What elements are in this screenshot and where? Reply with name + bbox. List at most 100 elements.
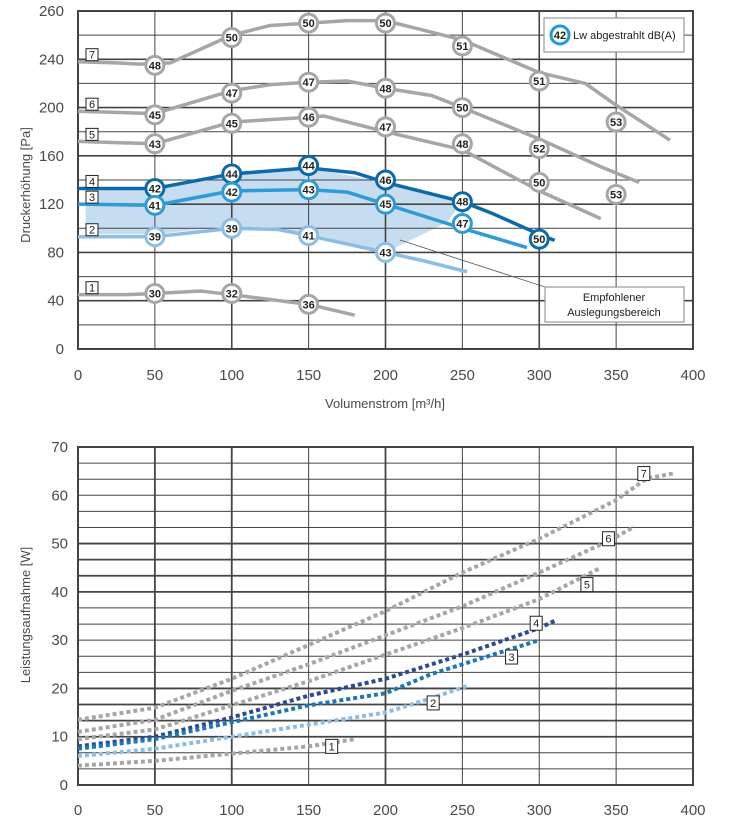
power-chart: 7 6 5 4 3 2 1 0 10 20 30 40 50 60 70 0 50 100 150 200 250 3… <box>18 439 706 819</box>
sound-level-marker <box>605 183 627 205</box>
sound-level-marker <box>375 169 396 191</box>
x-tick-label: 0 <box>74 367 82 384</box>
sound-level-marker <box>451 133 473 155</box>
x-tick-label: 0 <box>74 802 82 819</box>
x-tick-label: 50 <box>147 802 164 819</box>
power-x-ticks: 0 50 100 150 200 250 300 350 400 <box>74 802 706 819</box>
curve-number-label: 1 <box>89 283 95 295</box>
y-tick-label: 160 <box>39 148 64 165</box>
sound-level-marker <box>375 193 396 215</box>
sound-level-value: 46 <box>379 175 391 187</box>
curve-number-label: 7 <box>89 50 95 62</box>
power-curve-3 <box>77 638 540 751</box>
sound-level-marker <box>298 106 320 128</box>
sound-level-marker <box>221 27 243 49</box>
sound-level-marker <box>528 70 550 92</box>
sound-level-marker <box>144 282 166 304</box>
sound-level-value: 39 <box>226 223 238 235</box>
sound-level-marker <box>144 226 166 248</box>
sound-level-value: 48 <box>456 197 468 209</box>
curve-number-label: 2 <box>89 225 95 237</box>
annotation-box <box>544 286 685 323</box>
legend-marker-value: 42 <box>554 30 566 42</box>
sound-level-marker <box>451 35 473 57</box>
curve-number-box <box>85 174 99 188</box>
sound-level-marker <box>528 228 550 250</box>
power-curve-1 <box>77 737 356 768</box>
curve-number-label: 3 <box>509 652 515 664</box>
sound-level-marker <box>451 212 473 234</box>
sound-level-value: 47 <box>303 77 315 89</box>
y-tick-label: 30 <box>51 632 68 649</box>
sound-level-marker <box>451 191 473 213</box>
power-y-axis-label: Leistungsaufnahme [W] <box>18 547 33 684</box>
y-tick-label: 70 <box>51 439 68 456</box>
power-curve-4 <box>77 619 556 749</box>
sound-level-marker <box>605 111 627 133</box>
sound-level-value: 50 <box>533 234 545 246</box>
curve-number-label: 1 <box>329 741 335 753</box>
power-curve-7 <box>77 471 674 722</box>
sound-level-value: 53 <box>610 189 622 201</box>
x-tick-label: 350 <box>604 802 629 819</box>
recommended-area-annotation: Empfohlener Auslegungsbereich <box>399 239 685 323</box>
y-tick-label: 40 <box>47 293 64 310</box>
sound-level-marker <box>221 282 243 304</box>
x-tick-label: 300 <box>527 367 552 384</box>
y-tick-label: 20 <box>51 680 68 697</box>
sound-level-marker <box>298 12 320 34</box>
plot-border <box>77 10 694 350</box>
curve-number-box <box>529 615 543 631</box>
sound-level-value: 52 <box>533 144 545 156</box>
sound-level-value: 42 <box>149 183 161 195</box>
curve-number-box <box>601 531 615 547</box>
curve-4 <box>78 166 556 242</box>
annotation-text-line2: Auslegungsbereich <box>567 307 661 319</box>
curve-number-box <box>505 649 519 665</box>
x-tick-label: 400 <box>680 802 705 819</box>
sound-level-value: 43 <box>303 185 315 197</box>
sound-level-value: 45 <box>379 199 391 211</box>
sound-level-marker <box>144 133 166 155</box>
sound-level-marker <box>144 194 166 216</box>
sound-level-value: 45 <box>226 118 238 130</box>
sound-level-value: 30 <box>149 288 161 300</box>
sound-level-value: 42 <box>226 187 238 199</box>
sound-level-marker <box>298 225 320 247</box>
sound-level-marker <box>144 104 166 126</box>
sound-level-marker <box>375 12 396 34</box>
curve-number-label: 2 <box>430 698 436 710</box>
sound-level-marker <box>298 155 320 177</box>
sound-level-marker <box>144 54 166 76</box>
sound-level-value: 51 <box>533 76 545 88</box>
sound-level-value: 50 <box>456 103 468 115</box>
y-tick-label: 40 <box>51 584 68 601</box>
sound-level-markers: 48 50 50 50 51 51 53 45 47 47 48 50 52 53 43 45 46 47 48 50… <box>144 12 627 315</box>
curve-number-box <box>85 48 99 62</box>
sound-level-value: 50 <box>226 33 238 45</box>
curve-3 <box>77 187 528 250</box>
curve-number-label: 3 <box>89 192 95 204</box>
sound-level-marker <box>298 293 320 315</box>
curve-6 <box>77 79 640 185</box>
legend: 42 Lw abgestrahlt dB(A) <box>543 17 685 53</box>
curve-number-box <box>580 577 594 593</box>
x-tick-label: 250 <box>450 802 475 819</box>
sound-level-marker <box>375 241 396 263</box>
power-grid <box>77 446 694 786</box>
curve-number-box <box>637 466 651 482</box>
sound-level-marker <box>528 171 550 193</box>
y-tick-label: 80 <box>47 244 64 261</box>
legend-marker-icon <box>549 24 571 46</box>
x-tick-label: 100 <box>219 367 244 384</box>
plot-border <box>77 446 694 786</box>
y-tick-label: 260 <box>39 3 64 20</box>
pressure-y-ticks: 260 240 200 160 120 80 40 0 <box>39 3 64 358</box>
x-tick-label: 200 <box>373 802 398 819</box>
power-curve-labels: 7 6 5 4 3 2 1 <box>325 466 651 754</box>
pressure-x-ticks: 0 50 100 150 200 250 300 350 400 <box>74 367 706 384</box>
x-tick-label: 250 <box>450 367 475 384</box>
y-tick-label: 60 <box>51 487 68 504</box>
